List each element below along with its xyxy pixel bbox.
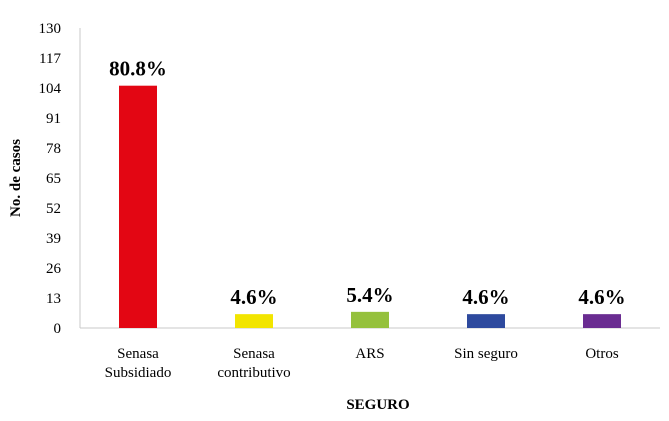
data-label: 4.6%	[462, 285, 509, 309]
data-label: 5.4%	[346, 283, 393, 307]
y-tick-label: 78	[46, 141, 61, 157]
bar	[235, 314, 273, 328]
y-tick-label: 13	[46, 291, 61, 307]
category-label: Senasa	[233, 346, 275, 362]
category-label: contributivo	[217, 365, 290, 381]
y-tick-label: 65	[46, 171, 61, 187]
category-label: Sin seguro	[454, 346, 518, 362]
bar	[119, 85, 157, 328]
y-tick-label: 39	[46, 231, 61, 247]
bar	[467, 314, 505, 328]
y-tick-labels: 0 13 26 39 52 65 78 91 104 117 130	[39, 21, 62, 337]
y-tick-label: 130	[39, 21, 62, 37]
data-label: 4.6%	[230, 285, 277, 309]
y-tick-label: 52	[46, 201, 61, 217]
y-tick-label: 0	[54, 321, 62, 337]
x-axis-title: SEGURO	[346, 397, 409, 413]
y-tick-label: 104	[39, 81, 62, 97]
category-label: Otros	[585, 346, 618, 362]
category-label: Subsidiado	[105, 365, 172, 381]
y-tick-label: 91	[46, 111, 61, 127]
category-label: Senasa	[117, 346, 159, 362]
category-labels: Senasa Subsidiado Senasa contributivo ARS Sin…	[105, 346, 619, 381]
bar	[583, 314, 621, 328]
data-label: 4.6%	[578, 285, 625, 309]
y-tick-label: 26	[46, 261, 62, 277]
y-tick-label: 117	[39, 51, 61, 67]
data-labels: 80.8% 4.6% 5.4% 4.6% 4.6%	[109, 57, 626, 309]
y-axis-title: No. de casos	[8, 139, 24, 217]
data-label: 80.8%	[109, 57, 167, 81]
bars	[119, 85, 621, 328]
category-label: ARS	[355, 346, 384, 362]
bar	[351, 311, 389, 328]
